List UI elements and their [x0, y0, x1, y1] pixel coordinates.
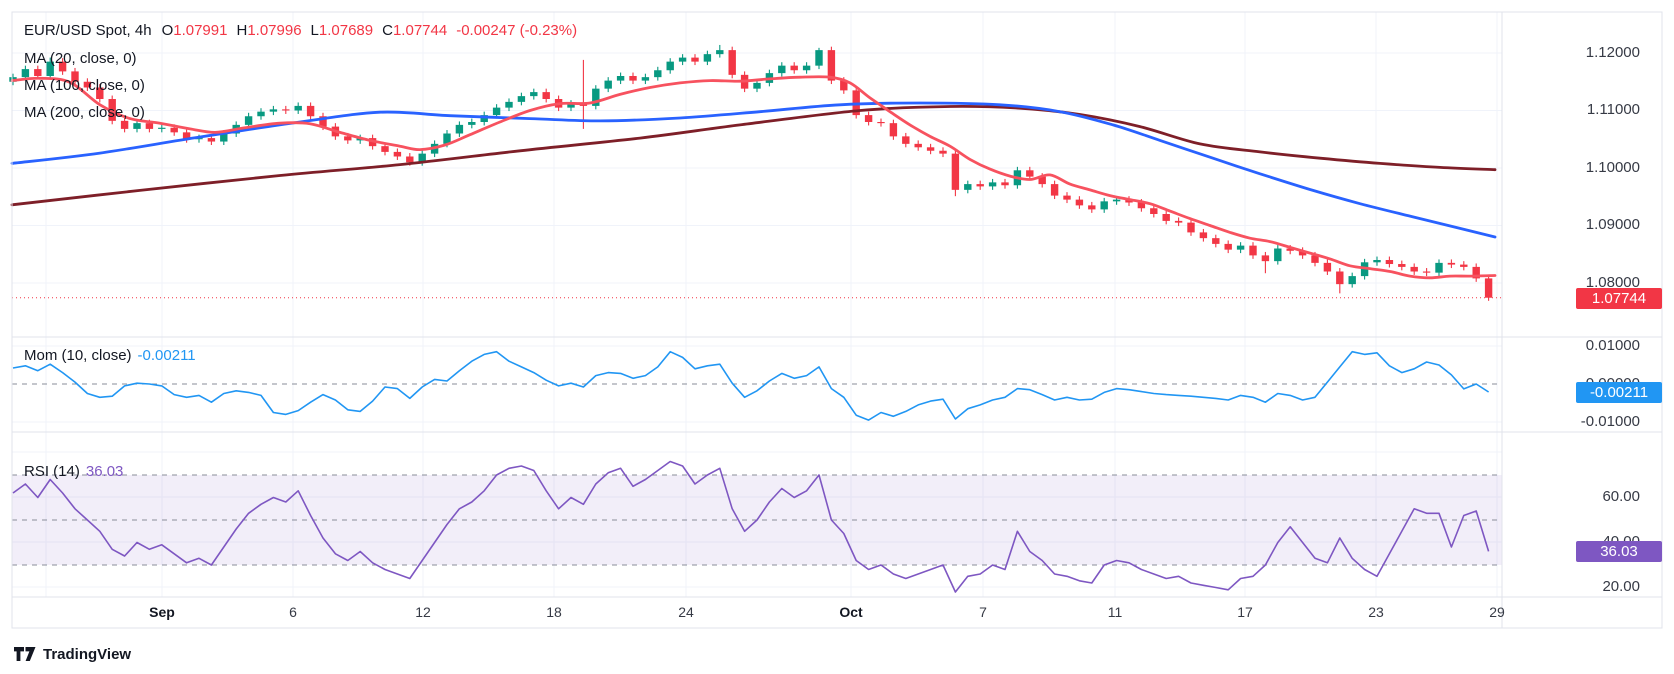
time-axis-label: 6	[289, 604, 297, 620]
price-axis-label: 1.11000	[1586, 101, 1640, 118]
rsi-legend-value: 36.03	[85, 463, 124, 480]
rsi-axis-label: 20.00	[1602, 578, 1640, 595]
rsi-value-badge: 36.03	[1576, 540, 1662, 562]
time-axis-label: 17	[1237, 604, 1253, 620]
ohlc-high: H1.07996	[236, 22, 302, 40]
symbol-legend-row[interactable]: EUR/USD Spot, 4h O1.07991 H1.07996 L1.07…	[24, 17, 577, 44]
momentum-legend-value: -0.00211	[137, 347, 196, 364]
price-axis-label: 1.09000	[1585, 216, 1640, 233]
time-axis-label: 7	[979, 604, 987, 620]
tradingview-brand-text: TradingView	[43, 646, 132, 663]
price-axis-label: 1.08000	[1585, 274, 1640, 291]
time-axis-label: 29	[1489, 604, 1505, 620]
ma-20-legend[interactable]: MA (20, close, 0)	[24, 49, 137, 67]
time-axis-label: 18	[546, 604, 562, 620]
current-price-badge: 1.07744	[1576, 287, 1662, 309]
ma-100-legend[interactable]: MA (100, close, 0)	[24, 76, 145, 94]
rsi-axis-label: 60.00	[1602, 488, 1640, 505]
momentum-legend-label: Mom (10, close)	[24, 347, 132, 364]
symbol-title[interactable]: EUR/USD Spot, 4h	[24, 22, 152, 40]
rsi-legend[interactable]: RSI (14) 36.03	[24, 462, 123, 482]
change-value: -0.00247 (-0.23%)	[456, 22, 578, 40]
rsi-legend-label: RSI (14)	[24, 463, 80, 480]
time-axis-label: 24	[678, 604, 694, 620]
time-axis-label: Sep	[149, 604, 175, 620]
main-chart-legend: EUR/USD Spot, 4h O1.07991 H1.07996 L1.07…	[24, 17, 577, 127]
ma-200-legend[interactable]: MA (200, close, 0)	[24, 104, 145, 122]
time-axis-label: 12	[415, 604, 431, 620]
tradingview-attribution[interactable]: TradingView	[14, 646, 131, 663]
time-axis-label: 23	[1368, 604, 1384, 620]
tradingview-logo	[14, 647, 36, 661]
ohlc-open: O1.07991	[161, 22, 228, 40]
price-axis-label: 1.10000	[1585, 159, 1640, 176]
momentum-axis-label: 0.01000	[1585, 337, 1640, 354]
ohlc-low: L1.07689	[310, 22, 374, 40]
momentum-axis-label: -0.01000	[1580, 413, 1640, 430]
ohlc-close: C1.07744	[382, 22, 448, 40]
time-axis-label: 11	[1107, 604, 1123, 620]
time-axis-label: Oct	[839, 604, 863, 620]
price-axis-label: 1.12000	[1585, 44, 1640, 61]
momentum-value-badge: -0.00211	[1576, 381, 1662, 403]
momentum-legend[interactable]: Mom (10, close) -0.00211	[24, 346, 196, 366]
